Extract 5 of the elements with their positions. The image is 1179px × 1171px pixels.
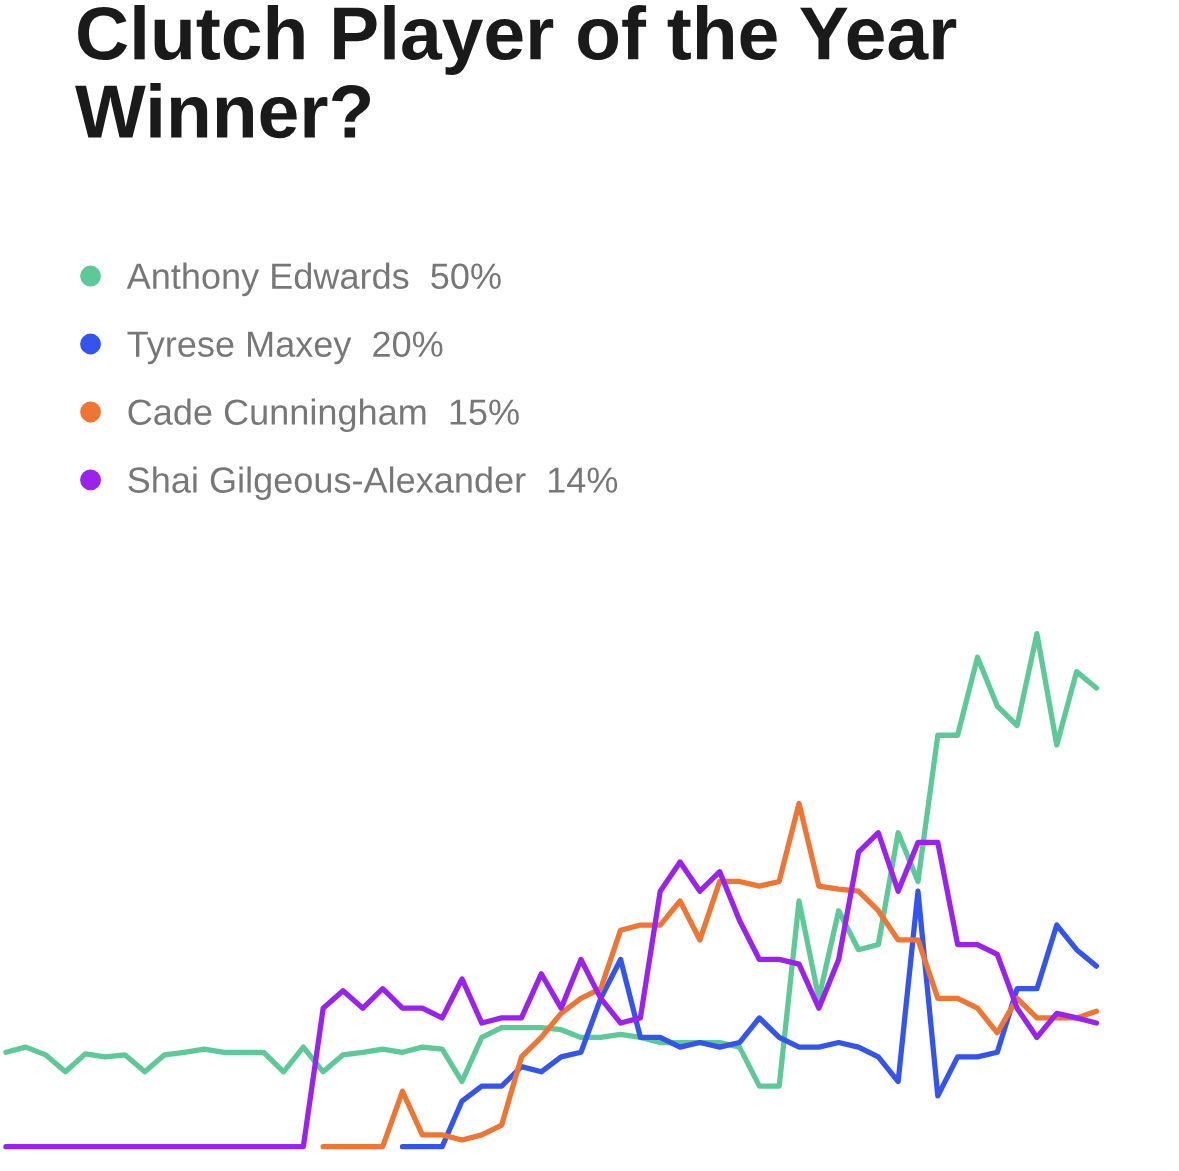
legend-label: Anthony Edwards 50% xyxy=(126,262,501,297)
chart-title: Clutch Player of the Year Winner? xyxy=(75,5,957,139)
legend-label: Tyrese Maxey 20% xyxy=(127,331,443,365)
legend-label: Cade Cunningham 15% xyxy=(128,398,519,433)
legend-label: Shai Gilgeous-Alexander 14% xyxy=(128,466,618,501)
